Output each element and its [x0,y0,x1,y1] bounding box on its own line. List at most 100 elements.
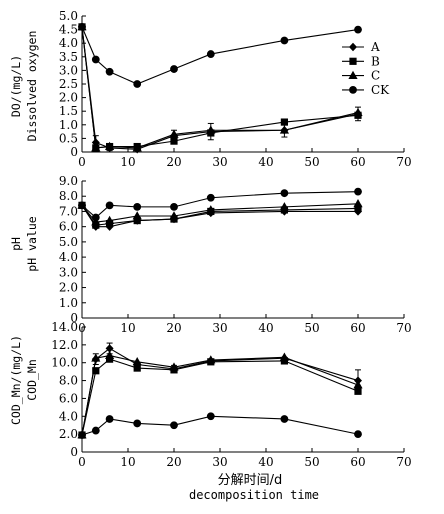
data-point-b [133,364,141,372]
y-tick-label: 8.0 [59,374,78,388]
legend-label: CK [371,83,390,97]
y-tick-label: 7.0 [59,204,78,218]
data-point-c [353,199,363,208]
data-point-b [280,357,288,365]
data-point-c [91,353,101,362]
data-point-b [92,367,100,375]
series-c [77,350,363,439]
data-point-c [279,125,289,134]
cod-panel: 02.04.06.08.010.012.014.00 10 20 30 40 50 60 70 [51,320,411,469]
data-point-b [106,355,114,363]
data-point-c [91,143,101,152]
x-tick-label: 70 [396,321,411,335]
x-tick-label: 0 [78,155,86,169]
x-tick-label: 30 [212,155,227,169]
y-tick-label: 2.0 [59,281,78,295]
data-point-ck [78,22,86,31]
y-tick-label: 1.0 [59,296,78,310]
x-tick-label: 40 [258,455,273,469]
y-tick-label: 3.0 [59,265,78,279]
data-point-c [169,211,179,220]
series-line-a [81,26,359,150]
y-tick-label: 12.0 [51,338,78,352]
data-point-ck [354,187,362,196]
data-point-a [105,344,114,353]
data-point-c [105,141,115,150]
data-point-c [206,125,216,134]
do-panel: 00.51.01.52.02.53.03.54.04.55.0 0 10 20 30 40… [59,9,412,169]
data-point-c [169,362,179,371]
y-tick-label: 5.0 [59,235,78,249]
data-point-ck [78,431,86,439]
data-point-ck [133,202,142,211]
data-point-c [353,380,363,389]
series-line-ck [81,415,359,436]
data-point-c [206,355,216,364]
y-tick-label: 0.5 [59,131,78,145]
series-line-c [81,26,359,149]
x-tick-label: 40 [258,155,273,169]
data-point-ck [78,201,86,210]
x-tick-label: 70 [396,455,411,469]
x-tick-label: 70 [396,155,411,169]
legend-marker [349,86,357,94]
data-point-c [279,202,289,211]
y-tick-label: 4.0 [59,250,78,264]
x-tick-label: 60 [350,321,365,335]
data-point-b [354,204,362,212]
x-tick-label: 50 [304,155,319,169]
data-point-c [353,107,363,116]
y-axis-label-do-line1: DO/(mg/L) [9,55,23,117]
y-axis-label-ph-line1: pH [9,237,23,251]
data-point-b [280,118,288,126]
series-line-b [81,358,359,436]
data-point-ck [354,430,362,439]
legend-marker [349,57,357,65]
y-tick-label: 10.0 [51,356,78,370]
data-point-ck [170,65,178,73]
data-point-ck [170,202,178,211]
y-tick-label: 5.0 [59,9,78,23]
data-point-ck [133,419,142,428]
data-point-ck [206,193,215,202]
legend-label: A [370,40,380,54]
y-axis-label-ph-line2: pH value [25,216,39,271]
x-tick-label: 60 [350,455,365,469]
x-tick-label: 10 [120,321,135,335]
x-tick-label: 40 [258,321,273,335]
legend-entry-c: C [342,69,380,83]
y-tick-label: 0 [70,445,78,459]
y-tick-label: 0 [70,311,78,325]
data-point-ck [91,426,100,435]
y-tick-label: 4.0 [59,409,78,423]
y-tick-label: 9.0 [59,174,78,188]
x-tick-label: 0 [78,455,86,469]
x-tick-label: 60 [350,155,365,169]
data-point-b [170,137,178,145]
y-tick-label: 8.0 [59,189,78,203]
data-point-b [354,387,362,395]
data-point-c [169,129,179,138]
series-line-ck [81,26,359,85]
y-tick-label: 1.5 [59,104,78,118]
x-tick-label: 30 [212,321,227,335]
ph-panel: 01.02.03.04.05.06.07.08.09.00 10 20 30 40 50 6… [59,174,412,335]
x-axis-label-en: decomposition time [189,488,319,502]
series-line-a [81,205,358,228]
x-axis-label-cn: 分解时间/d [218,473,283,488]
data-point-ck [354,25,362,34]
data-point-ck [170,421,178,430]
y-tick-label: 3.5 [59,50,78,64]
y-tick-label: 2.0 [59,91,78,105]
legend-marker [348,70,358,79]
data-point-ck [91,213,100,222]
data-point-c [206,205,216,214]
data-point-ck [280,189,289,198]
data-point-c [105,215,115,224]
series-ck [78,412,362,439]
data-point-ck [91,55,100,64]
data-point-ck [280,36,289,45]
x-tick-label: 50 [304,455,319,469]
data-point-c [132,211,142,220]
